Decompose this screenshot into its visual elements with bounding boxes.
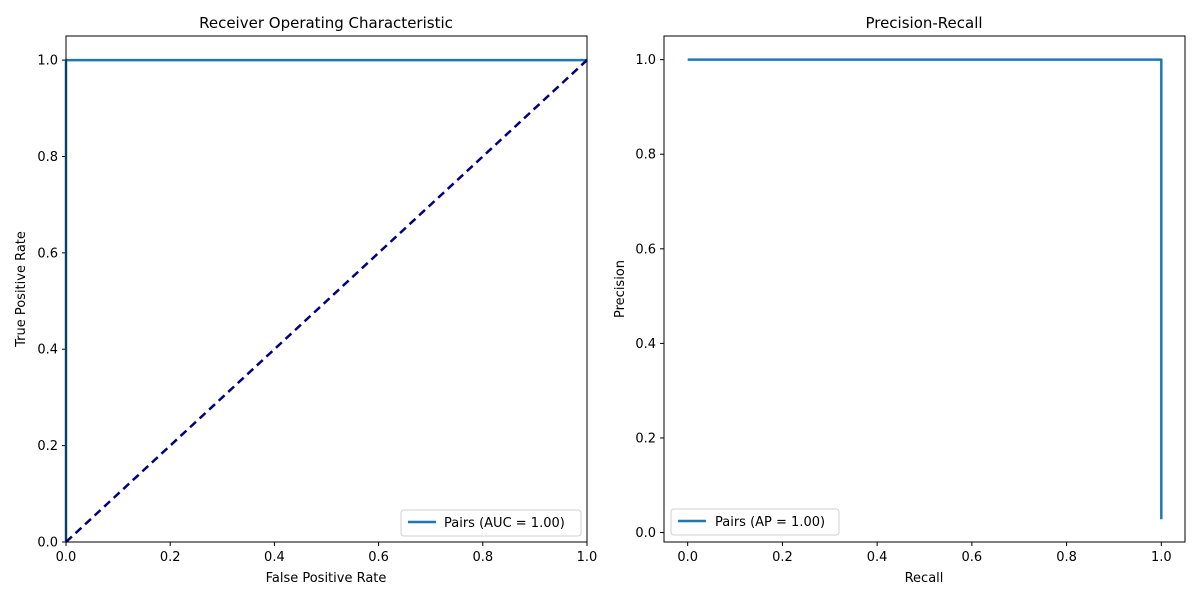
pr-y-ticks: 0.0 0.2 0.4 0.6 0.8 1.0 <box>635 53 664 541</box>
pr-x-tick-label: 0.8 <box>1056 550 1077 565</box>
pr-x-tick-label: 0.6 <box>962 550 983 565</box>
roc-legend-box <box>400 509 582 537</box>
roc-y-tick-label: 0.6 <box>37 246 58 261</box>
roc-series <box>64 58 588 543</box>
pr-x-tick-label: 1.0 <box>1151 550 1172 565</box>
roc-chart-title: Receiver Operating Characteristic <box>199 14 453 32</box>
pr-legend-box <box>670 508 840 536</box>
pr-y-tick-label: 0.2 <box>635 431 656 446</box>
pr-y-axis-label: Precision <box>613 260 628 318</box>
roc-y-tick-label: 0.0 <box>37 536 58 551</box>
pr-y-tick-label: 1.0 <box>635 53 656 68</box>
pr-legend: Pairs (AP = 1.00) <box>670 508 840 536</box>
pr-plot-frame <box>663 35 1186 543</box>
roc-x-tick-label: 1.0 <box>577 550 598 565</box>
roc-y-tick-label: 0.4 <box>37 343 58 358</box>
pr-curve-line <box>687 58 1163 520</box>
roc-y-ticks: 0.0 0.2 0.4 0.6 0.8 1.0 <box>37 54 66 551</box>
pr-y-tick-label: 0.0 <box>635 526 656 541</box>
roc-plot-frame <box>65 35 588 543</box>
pr-chart-title: Precision-Recall <box>865 14 982 32</box>
roc-x-tick-label: 0.8 <box>472 550 493 565</box>
roc-y-tick-label: 0.8 <box>37 150 58 165</box>
pr-y-tick-label: 0.4 <box>635 337 656 352</box>
roc-x-tick-label: 0.0 <box>56 550 77 565</box>
pr-series <box>687 58 1163 520</box>
roc-y-axis-label: True Positive Rate <box>14 231 29 348</box>
roc-x-tick-label: 0.6 <box>368 550 389 565</box>
roc-chance-diagonal-line <box>65 59 588 543</box>
roc-chart: Receiver Operating Characteristic False … <box>14 14 597 586</box>
roc-x-ticks: 0.0 0.2 0.4 0.6 0.8 1.0 <box>56 542 598 565</box>
pr-x-tick-label: 0.2 <box>772 550 793 565</box>
roc-y-tick-label: 0.2 <box>37 439 58 454</box>
pr-chart: Precision-Recall Recall Precision 0.0 0.2… <box>613 14 1186 586</box>
roc-legend: Pairs (AUC = 1.00) <box>400 509 582 537</box>
roc-x-tick-label: 0.2 <box>160 550 181 565</box>
roc-x-tick-label: 0.4 <box>264 550 285 565</box>
pr-x-axis-label: Recall <box>905 571 944 586</box>
pr-y-tick-label: 0.6 <box>635 242 656 257</box>
roc-y-tick-label: 1.0 <box>37 54 58 69</box>
roc-legend-label: Pairs (AUC = 1.00) <box>444 516 565 531</box>
pr-legend-label: Pairs (AP = 1.00) <box>715 515 825 530</box>
pr-x-tick-label: 0.4 <box>867 550 888 565</box>
pr-y-tick-label: 0.8 <box>635 148 656 163</box>
pr-x-tick-label: 0.0 <box>677 550 698 565</box>
roc-x-axis-label: False Positive Rate <box>266 571 387 586</box>
pr-x-ticks: 0.0 0.2 0.4 0.6 0.8 1.0 <box>677 542 1172 565</box>
